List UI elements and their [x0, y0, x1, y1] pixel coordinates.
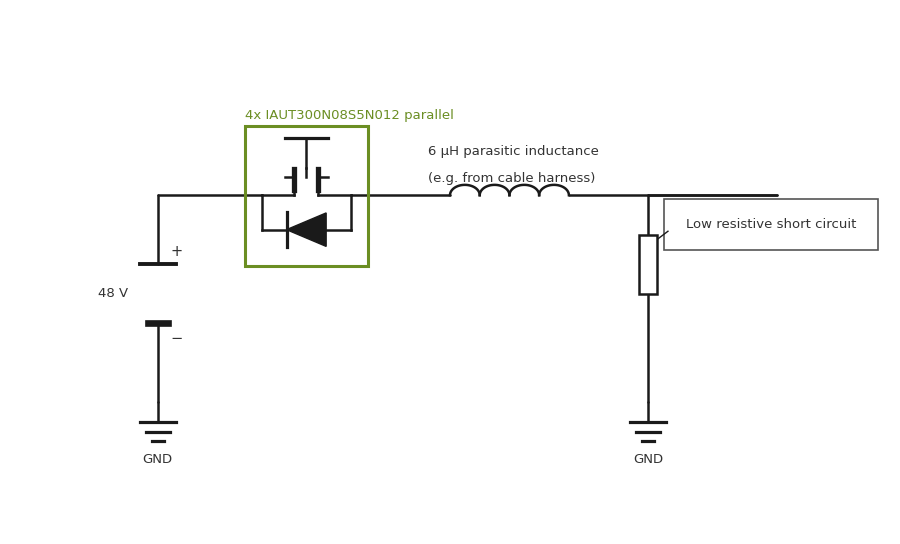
Text: 4x IAUT300N08S5N012 parallel: 4x IAUT300N08S5N012 parallel — [245, 109, 454, 122]
Text: +: + — [171, 244, 183, 259]
Text: 6 μH parasitic inductance: 6 μH parasitic inductance — [428, 145, 599, 158]
Text: (e.g. from cable harness): (e.g. from cable harness) — [428, 172, 596, 186]
Text: Low resistive short circuit: Low resistive short circuit — [686, 218, 856, 231]
FancyBboxPatch shape — [664, 199, 878, 250]
Text: GND: GND — [143, 453, 173, 466]
Polygon shape — [286, 213, 326, 246]
Text: GND: GND — [633, 453, 663, 466]
Bar — [639, 234, 657, 294]
Text: −: − — [171, 331, 183, 347]
Text: 48 V: 48 V — [98, 287, 129, 300]
